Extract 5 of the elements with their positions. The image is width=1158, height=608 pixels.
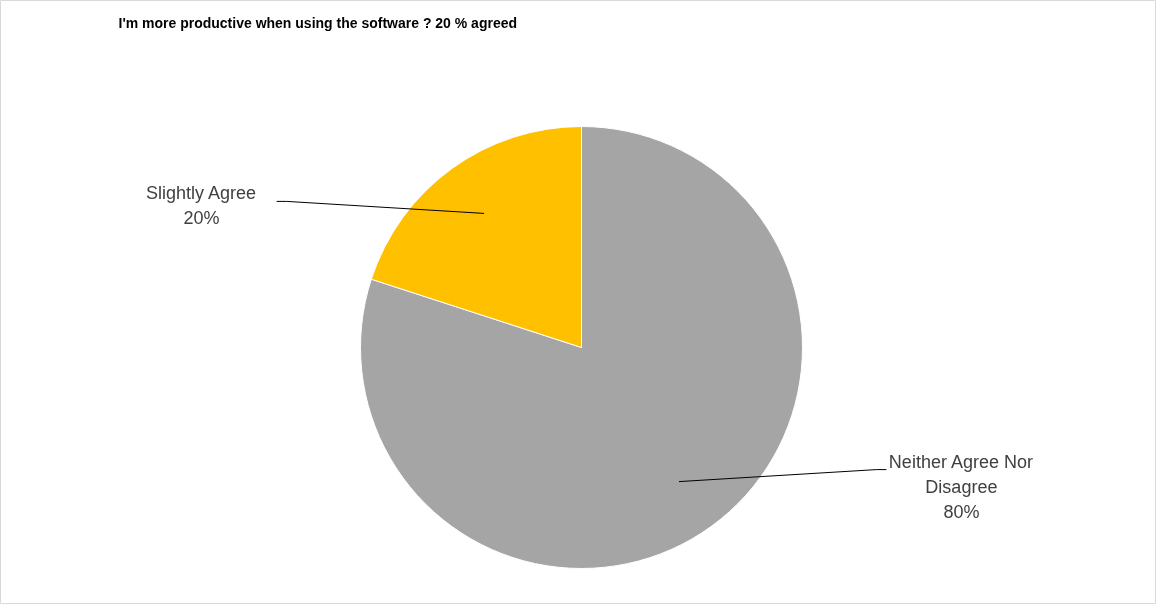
chart-title: I'm more productive when using the software ? 20 % agreed [118, 14, 518, 31]
data-label: 20% [183, 208, 220, 229]
data-label: 80% [943, 501, 980, 522]
slice-label: Neither Agree Nor Disagree [888, 451, 1033, 497]
slice-label: Slightly Agree [146, 183, 257, 204]
